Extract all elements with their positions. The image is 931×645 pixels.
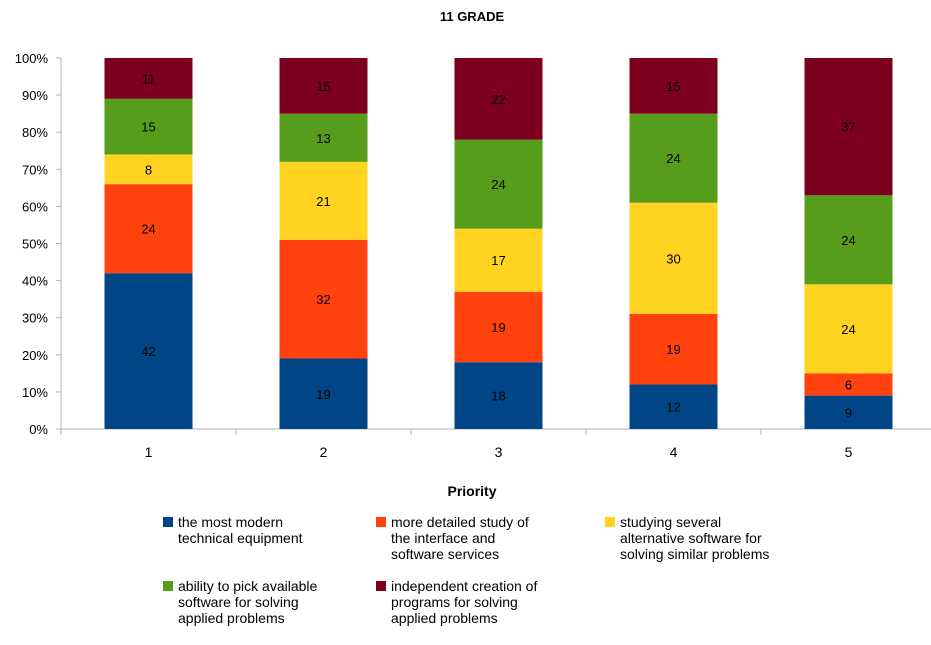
y-tick-label: 10%	[22, 385, 48, 400]
data-label: 11	[142, 71, 156, 86]
bar-segment	[454, 291, 543, 363]
data-label: 8	[145, 162, 152, 177]
data-label: 18	[491, 389, 505, 404]
bar-segment	[454, 58, 543, 140]
x-axis: 1 2 3 4 5	[60, 428, 931, 460]
bar-segment	[629, 113, 718, 203]
bar-segment	[454, 139, 543, 229]
bar-segment	[104, 58, 193, 99]
bar-segment	[629, 58, 718, 114]
y-tick-label: 100%	[15, 51, 49, 66]
data-label: 42	[141, 344, 155, 359]
bar-segment	[104, 273, 193, 429]
data-label: 24	[141, 222, 155, 237]
legend-label: ability to pick available software for s…	[178, 578, 318, 626]
x-tick-label: 3	[495, 444, 503, 460]
legend-label: the most modern technical equipment	[178, 514, 303, 546]
legend-item: more detailed study of the interface and…	[376, 514, 529, 562]
data-label: 37	[841, 120, 855, 135]
y-tick-label: 0%	[29, 422, 48, 437]
bar-segment	[629, 384, 718, 429]
x-tick-label: 5	[845, 444, 853, 460]
data-label: 21	[316, 194, 330, 209]
bar-segment	[804, 395, 893, 429]
legend-item: ability to pick available software for s…	[163, 578, 317, 626]
legend-label: studying several alternative software fo…	[620, 514, 770, 562]
data-label: 12	[666, 400, 680, 415]
bar-segment	[104, 184, 193, 274]
bar-segment	[279, 58, 368, 114]
bar-segment	[279, 358, 368, 429]
legend-swatch	[163, 517, 173, 527]
legend-label: more detailed study of the interface and…	[391, 514, 529, 562]
data-label: 15	[141, 120, 155, 135]
legend-item: studying several alternative software fo…	[605, 514, 769, 562]
bar-segment	[804, 58, 893, 196]
bar-segment	[629, 313, 718, 385]
x-axis-title: Priority	[447, 483, 496, 499]
data-label: 13	[316, 131, 330, 146]
bar-segment	[629, 202, 718, 314]
y-axis: 0% 10% 20% 30% 40% 50% 60% 70% 80% 90% 100%	[15, 51, 62, 437]
bar-segment	[804, 373, 893, 396]
legend-swatch	[605, 517, 615, 527]
legend-item: the most modern technical equipment	[163, 514, 303, 546]
y-tick-label: 70%	[22, 162, 48, 177]
y-tick-label: 60%	[22, 199, 48, 214]
x-tick-label: 2	[320, 444, 328, 460]
data-label: 19	[491, 320, 505, 335]
y-tick-label: 20%	[22, 348, 48, 363]
bar-segment	[279, 161, 368, 240]
bar-segment	[454, 228, 543, 292]
y-tick-label: 30%	[22, 311, 48, 326]
data-label: 24	[841, 233, 855, 248]
data-label: 24	[666, 151, 680, 166]
bar-segment	[804, 284, 893, 374]
legend-label: independent creation of programs for sol…	[391, 578, 538, 626]
data-label: 32	[316, 292, 330, 307]
data-label: 15	[316, 79, 330, 94]
bar-segment	[279, 239, 368, 359]
data-label: 15	[666, 79, 680, 94]
bar-segment	[454, 362, 543, 429]
bars: 42 24 8 15 11 19 32 21 13 15 18 19 17 24 22 12 19 30 24 15 9…	[104, 58, 893, 429]
data-label: 24	[491, 177, 505, 192]
data-label: 22	[491, 92, 505, 107]
y-tick-label: 40%	[22, 274, 48, 289]
legend-item: independent creation of programs for sol…	[376, 578, 537, 626]
y-tick-label: 80%	[22, 125, 48, 140]
data-label: 9	[845, 405, 852, 420]
data-label: 19	[316, 387, 330, 402]
bar-segment	[104, 98, 193, 155]
y-tick-label: 90%	[22, 88, 48, 103]
data-label: 6	[845, 377, 852, 392]
bar-segment	[104, 154, 193, 185]
x-tick-label: 4	[670, 444, 678, 460]
data-label: 30	[666, 251, 680, 266]
legend-swatch	[376, 517, 386, 527]
data-label: 24	[841, 322, 855, 337]
legend-swatch	[163, 581, 173, 591]
y-tick-label: 50%	[22, 237, 48, 252]
chart-title: 11 GRADE	[440, 9, 505, 24]
legend-swatch	[376, 581, 386, 591]
bar-segment	[279, 113, 368, 162]
data-label: 17	[491, 253, 505, 268]
x-tick-label: 1	[145, 444, 153, 460]
bar-segment	[804, 195, 893, 285]
data-label: 19	[666, 342, 680, 357]
